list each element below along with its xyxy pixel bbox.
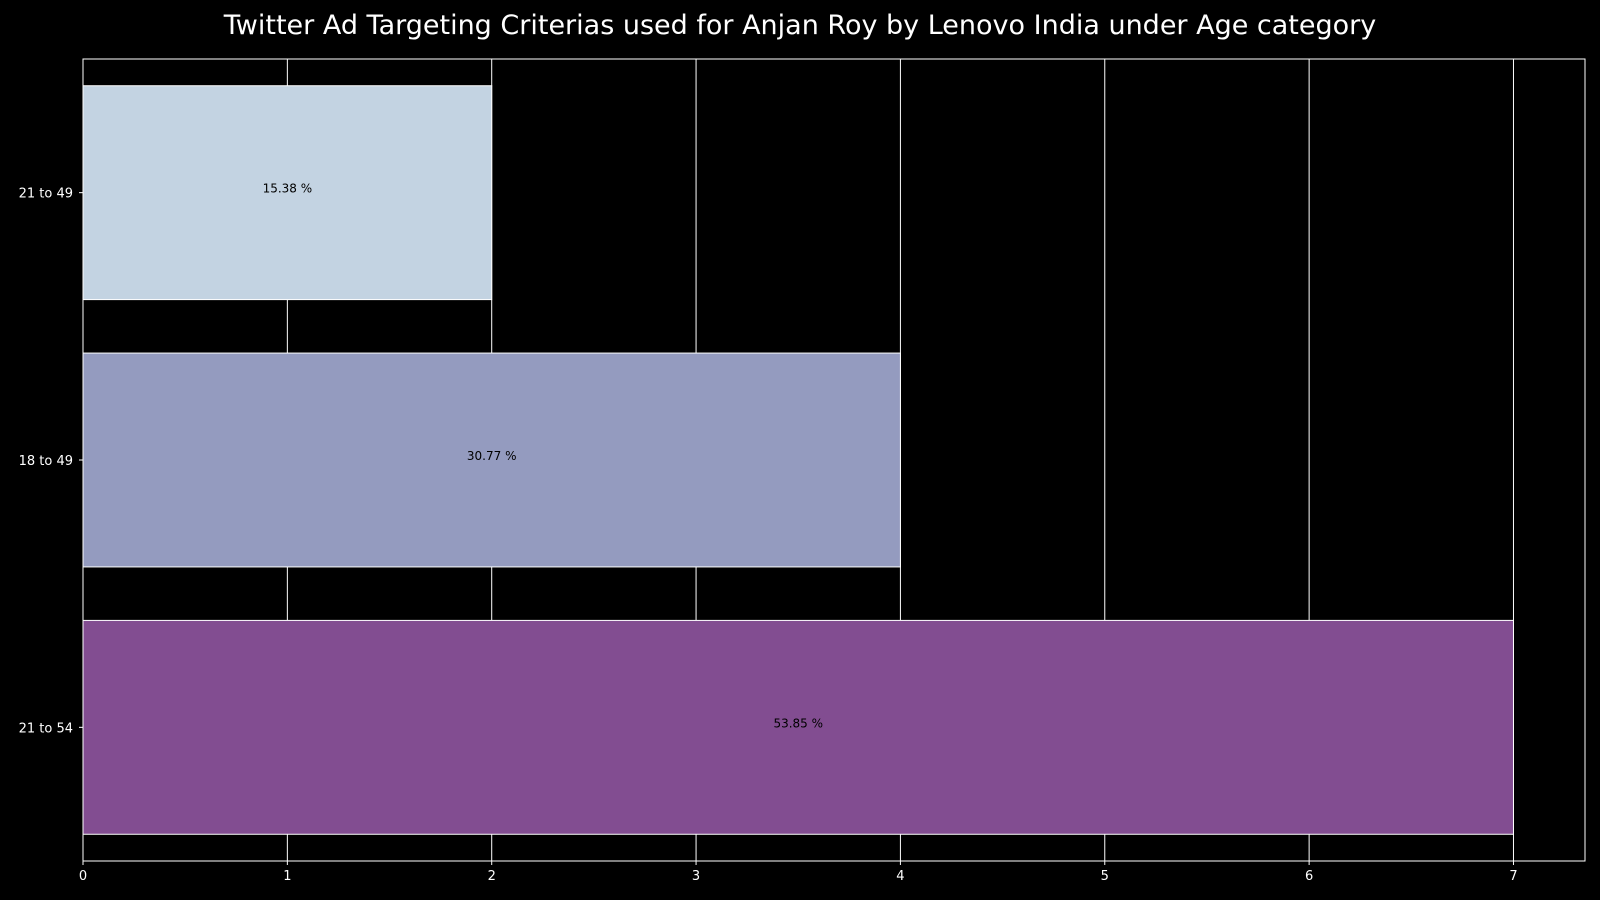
bars: 15.38 % 30.77 % 53.85 %	[82, 85, 1514, 835]
x-tick-label: 6	[1305, 869, 1313, 884]
bar-0	[82, 85, 493, 301]
y-tick-label: 21 to 54	[19, 721, 73, 736]
bar-value-label: 53.85 %	[773, 716, 823, 730]
x-tick-label: 5	[1101, 869, 1109, 884]
y-tick-label: 18 to 49	[19, 454, 73, 469]
x-tick-label: 3	[692, 869, 700, 884]
bar-1	[82, 352, 901, 568]
x-tick-label: 7	[1509, 869, 1517, 884]
chart-title: Twitter Ad Targeting Criterias used for …	[223, 10, 1377, 41]
x-axis-ticks: 0 1 2 3 4 5 6 7	[79, 861, 1518, 884]
bar-value-label: 15.38 %	[263, 182, 313, 196]
x-tick-label: 4	[896, 869, 904, 884]
x-tick-label: 0	[79, 869, 87, 884]
y-tick-label: 21 to 49	[19, 187, 73, 202]
y-axis-ticks: 21 to 49 18 to 49 21 to 54	[19, 187, 83, 736]
x-tick-label: 2	[488, 869, 496, 884]
x-tick-label: 1	[283, 869, 291, 884]
bar-value-label: 30.77 %	[467, 449, 517, 463]
